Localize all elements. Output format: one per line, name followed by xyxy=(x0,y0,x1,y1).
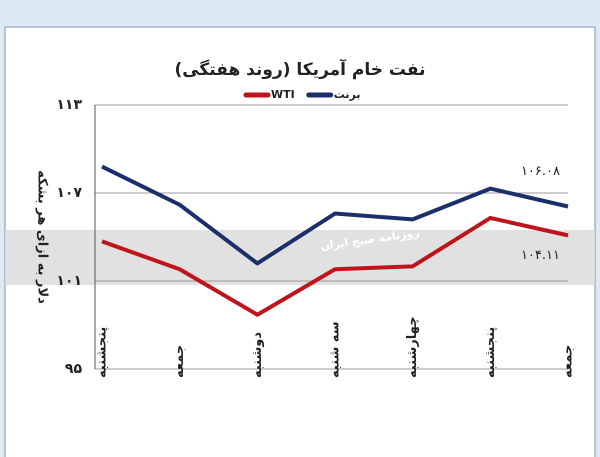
y-tick-label: ۱۰۱ xyxy=(56,273,82,289)
x-tick-label: چهارشنبه xyxy=(405,316,420,378)
y-tick-label: ۱۱۳ xyxy=(56,97,82,113)
watermark-band xyxy=(5,230,595,285)
x-tick-label: پنجشنبه xyxy=(483,327,498,378)
legend-label: WTI xyxy=(271,88,295,101)
x-tick-label: سه شنبه xyxy=(328,322,343,378)
x-tick-label: دوشنبه xyxy=(250,332,265,378)
x-tick-label: جمعه xyxy=(172,345,187,378)
chart-title: نفت خام آمریکا (روند هفتگی) xyxy=(174,58,425,80)
y-axis-label: دلار به ازای هر بشکه xyxy=(35,170,50,304)
x-tick-label: جمعه xyxy=(561,345,576,378)
line-series xyxy=(101,215,569,317)
line-series xyxy=(101,164,569,266)
y-tick-label: ۹۵ xyxy=(65,361,83,377)
value-label: ۱۰۴.۱۱ xyxy=(521,248,560,263)
value-label: ۱۰۶.۰۸ xyxy=(521,164,560,179)
legend-label: برنت xyxy=(334,88,361,101)
x-tick-label: پنجشنبه xyxy=(95,327,110,378)
y-tick-label: ۱۰۷ xyxy=(56,185,82,201)
